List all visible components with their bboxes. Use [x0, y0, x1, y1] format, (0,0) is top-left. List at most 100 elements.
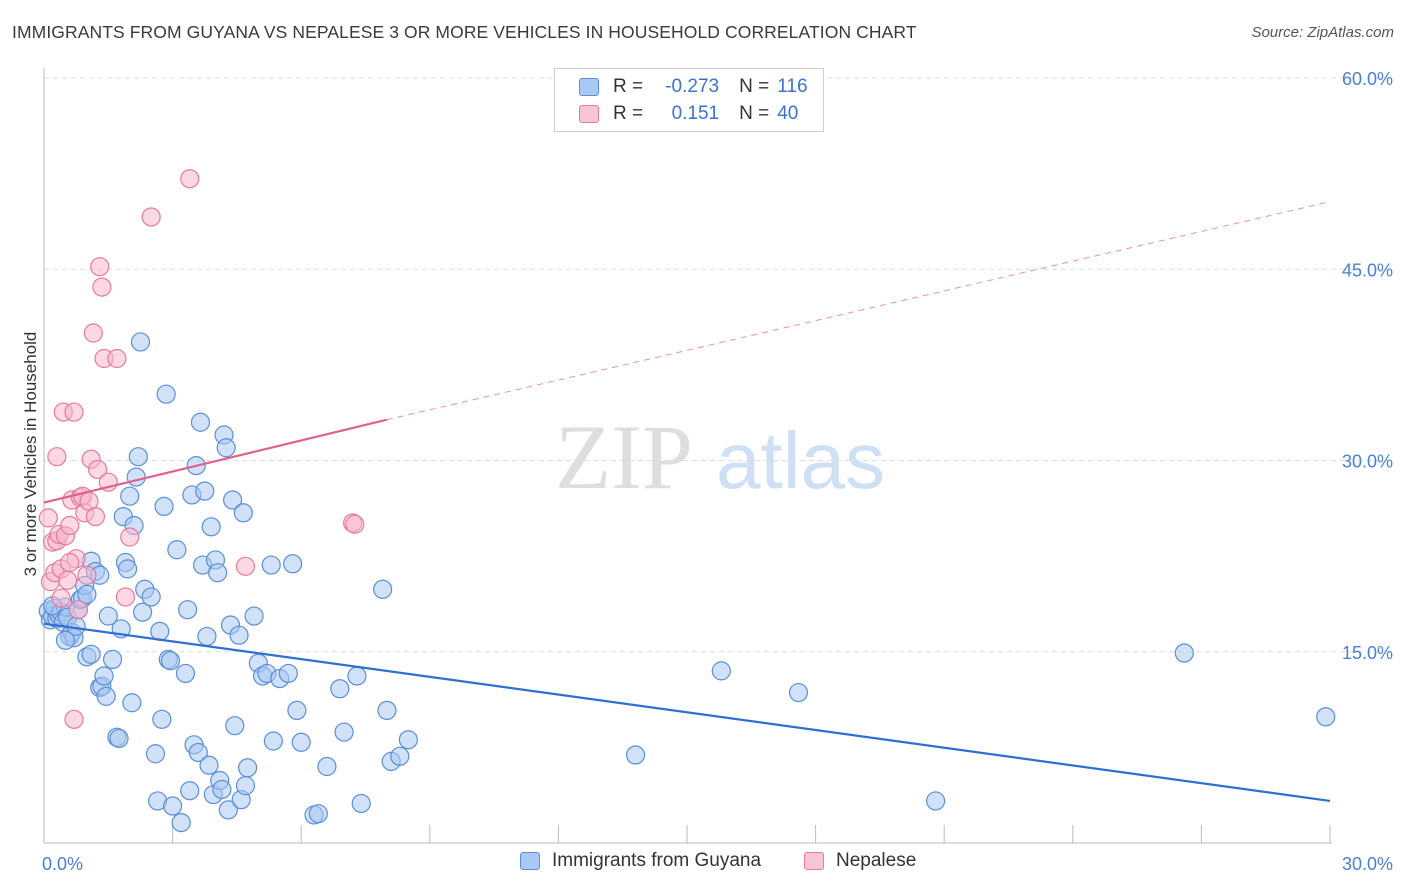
guyana-point-27: [94, 666, 114, 686]
nepalese-point-25: [85, 506, 106, 527]
nepalese-point-7: [51, 588, 71, 608]
watermark-zip: ZIP: [555, 406, 693, 508]
guyana-point-98: [308, 804, 328, 824]
guyana-point-40: [126, 467, 146, 487]
guyana-point-22: [55, 630, 76, 650]
trend-line-nepalese-dashed: [386, 201, 1331, 421]
guyana-point-67: [197, 626, 217, 647]
y-tick-label-0: 15.0%: [1342, 643, 1393, 663]
source-label: Source: ZipAtlas.com: [1251, 24, 1394, 41]
legend-r-value: 0.151: [671, 103, 720, 124]
chart-title: IMMIGRANTS FROM GUYANA VS NEPALESE 3 OR …: [12, 22, 917, 42]
guyana-point-94: [283, 554, 303, 574]
nepalese-point-35: [180, 169, 200, 189]
legend-n-value: 116: [777, 76, 808, 97]
guyana-point-24: [81, 644, 101, 664]
guyana-point-114: [1316, 707, 1336, 727]
x-tick-label-1: 30.0%: [1342, 854, 1393, 874]
trend-line-nepalese-solid: [43, 418, 388, 504]
bottom-legend-nepalese: Nepalese: [804, 850, 916, 872]
guyana-point-85: [238, 758, 258, 778]
legend-n-label: N =: [739, 76, 770, 97]
legend-n-value: 40: [777, 103, 799, 124]
guyana-point-108: [398, 730, 418, 750]
legend-row-nepalese: R = 0.151 N = 40: [579, 101, 798, 127]
y-tick-label-1: 30.0%: [1342, 452, 1393, 472]
nepalese-point-27: [90, 257, 110, 277]
guyana-point-68: [199, 755, 219, 775]
guyana-point-51: [156, 384, 176, 404]
legend-r-value: -0.273: [665, 76, 720, 97]
guyana-point-72: [208, 563, 228, 583]
nepalese-point-21: [77, 565, 97, 585]
nepalese-point-14: [64, 709, 84, 729]
guyana-point-79: [223, 490, 243, 510]
guyana-point-105: [377, 700, 397, 721]
watermark: ZIP atlas: [555, 406, 885, 508]
bottom-legend-label-guyana: Immigrants from Guyana: [552, 850, 762, 871]
legend-swatch-guyana: [579, 78, 599, 96]
trend-line-guyana: [43, 622, 1331, 803]
nepalese-point-26: [87, 459, 108, 480]
guyana-point-59: [180, 781, 200, 801]
axes: [43, 68, 1332, 844]
guyana-point-102: [347, 666, 367, 686]
nepalese-point-39: [60, 552, 80, 573]
x-tick-label-0: 0.0%: [42, 854, 83, 874]
nepalese-point-36: [235, 556, 256, 576]
nepalese-point-0: [38, 508, 58, 528]
guyana-point-80: [225, 716, 245, 736]
guyana-point-32: [109, 728, 129, 749]
nepalese-point-5: [47, 447, 67, 467]
trend-lines: [43, 201, 1331, 803]
nepalese-point-32: [115, 587, 136, 607]
guyana-point-38: [122, 693, 142, 713]
guyana-point-113: [1174, 643, 1194, 663]
legend-r-label: R =: [613, 103, 644, 124]
nepalese-point-12: [60, 515, 80, 536]
guyana-point-91: [263, 731, 283, 751]
guyana-point-37: [120, 486, 140, 506]
guyana-point-57: [175, 663, 196, 684]
guyana-point-46: [145, 744, 166, 764]
guyana-point-76: [216, 438, 236, 458]
guyana-point-101: [334, 722, 354, 742]
guyana-point-81: [229, 625, 249, 645]
guyana-point-95: [287, 700, 307, 721]
guyana-point-58: [178, 600, 198, 620]
guyana-point-77: [218, 800, 238, 820]
guyana-point-28: [96, 686, 116, 706]
nepalese-point-15: [64, 402, 84, 422]
guyana-point-29: [98, 606, 118, 626]
nepalese-point-38: [345, 514, 365, 534]
series-nepalese-points: [38, 169, 365, 729]
guyana-point-112: [926, 791, 946, 811]
bottom-legend-swatch-nepalese: [804, 852, 824, 870]
guyana-point-42: [130, 332, 151, 352]
nepalese-point-28: [92, 277, 112, 297]
guyana-point-90: [261, 555, 281, 575]
guyana-point-100: [330, 679, 350, 699]
guyana-point-84: [235, 776, 256, 796]
guyana-point-56: [171, 812, 191, 833]
legend-row-guyana: R = -0.273 N = 116: [579, 74, 808, 100]
guyana-point-74: [212, 779, 232, 800]
guyana-point-43: [132, 602, 153, 622]
legend-swatch-nepalese: [579, 105, 599, 123]
nepalese-point-34: [141, 207, 161, 227]
guyana-point-109: [625, 745, 646, 765]
guyana-point-48: [150, 621, 170, 641]
guyana-point-54: [163, 796, 183, 816]
guyana-point-66: [195, 481, 215, 501]
y-axis-title: 3 or more Vehicles in Household: [21, 332, 40, 577]
guyana-point-96: [291, 732, 311, 752]
guyana-point-103: [351, 793, 371, 814]
nepalese-point-17: [68, 600, 88, 620]
stats-legend: R = -0.273 N = 116 R = 0.151 N = 40: [554, 68, 824, 132]
guyana-point-53: [160, 651, 181, 671]
y-tick-label-2: 45.0%: [1342, 260, 1393, 280]
guyana-point-55: [167, 540, 187, 560]
guyana-point-93: [278, 663, 298, 684]
guyana-point-69: [201, 517, 221, 537]
